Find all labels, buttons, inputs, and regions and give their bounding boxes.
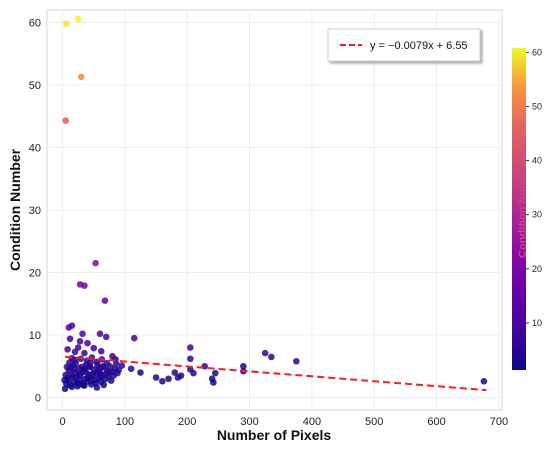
data-point <box>84 339 91 347</box>
y-tick-label: 40 <box>29 143 41 155</box>
data-point <box>81 382 88 389</box>
data-point <box>261 349 269 357</box>
x-axis-label: Number of Pixels <box>217 427 332 443</box>
x-axis-ticks: 0 100 200 300 400 500 600 700 <box>60 416 509 428</box>
legend-entry: y = −0.0079x + 6.55 <box>370 40 468 52</box>
colorbar: 10 20 30 40 50 60 Condition Number <box>512 47 542 370</box>
data-point <box>96 330 104 338</box>
data-point <box>293 357 300 365</box>
y-tick-label: 20 <box>29 268 41 280</box>
data-point <box>268 353 275 361</box>
data-point <box>97 372 104 380</box>
grid <box>47 10 502 410</box>
y-tick-label: 60 <box>29 18 41 30</box>
x-tick-label: 700 <box>490 416 508 428</box>
y-tick-label: 50 <box>29 80 41 92</box>
data-point <box>137 369 144 376</box>
data-point <box>210 379 217 386</box>
data-point <box>75 370 83 378</box>
data-point <box>93 384 101 391</box>
x-tick-label: 400 <box>303 416 321 428</box>
data-point <box>74 380 82 388</box>
colorbar-label: Condition Number <box>517 161 529 258</box>
data-point <box>69 373 77 381</box>
data-point <box>87 377 94 384</box>
data-point <box>480 377 488 385</box>
colorbar-tick-label: 40 <box>532 156 542 166</box>
data-point <box>100 381 108 389</box>
data-point <box>74 344 82 351</box>
y-tick-label: 0 <box>35 393 41 405</box>
colorbar-tick-label: 30 <box>532 210 542 220</box>
x-tick-label: 0 <box>60 416 66 428</box>
data-point <box>79 330 86 338</box>
data-point <box>66 359 73 366</box>
data-point <box>101 297 109 304</box>
data-point <box>81 349 88 357</box>
data-point <box>66 335 74 343</box>
trendline <box>64 355 487 392</box>
data-point <box>64 346 71 353</box>
y-axis-label: Condition Number <box>7 148 23 271</box>
colorbar-tick-label: 50 <box>532 101 542 111</box>
data-point <box>115 366 122 374</box>
data-point <box>68 322 76 329</box>
data-point <box>112 360 120 368</box>
y-tick-label: 30 <box>29 205 41 217</box>
data-point <box>76 337 84 345</box>
data-point <box>63 20 70 28</box>
data-point <box>68 383 76 391</box>
y-axis-ticks: 0 10 20 30 40 50 60 <box>29 18 41 405</box>
data-point <box>103 359 111 367</box>
x-tick-label: 300 <box>240 416 258 428</box>
colorbar-tick-label: 10 <box>532 318 542 328</box>
data-point <box>62 117 69 124</box>
data-points <box>61 15 488 393</box>
x-tick-label: 600 <box>427 416 445 428</box>
data-point <box>105 368 113 376</box>
data-point <box>70 365 78 373</box>
data-point <box>61 385 69 393</box>
x-tick-label: 200 <box>178 416 196 428</box>
colorbar-ticks: 10 20 30 40 50 60 <box>526 47 542 328</box>
data-point <box>130 334 138 342</box>
colorbar-tick-label: 20 <box>532 264 542 274</box>
data-point <box>190 369 197 377</box>
data-point <box>187 344 194 351</box>
data-point <box>61 376 68 384</box>
data-point <box>90 344 98 352</box>
trendline-path <box>64 355 487 392</box>
data-point <box>165 375 172 383</box>
data-point <box>174 374 182 381</box>
data-point <box>81 365 89 373</box>
y-tick-label: 10 <box>29 330 41 342</box>
x-tick-label: 500 <box>365 416 383 428</box>
data-point <box>107 377 115 384</box>
data-point <box>187 355 194 363</box>
data-point <box>240 362 247 370</box>
data-point <box>102 333 110 341</box>
legend: y = −0.0079x + 6.55 <box>327 28 481 62</box>
data-point <box>152 374 160 381</box>
colorbar-tick-label: 60 <box>532 47 542 57</box>
x-tick-label: 100 <box>116 416 134 428</box>
data-point <box>81 282 88 289</box>
colorbar-gradient <box>512 48 526 370</box>
data-point <box>211 369 219 377</box>
data-point <box>86 372 94 379</box>
data-point <box>77 73 85 81</box>
data-point <box>62 371 69 379</box>
data-point <box>74 15 82 23</box>
data-point <box>159 377 166 385</box>
data-point <box>97 347 105 355</box>
data-point <box>95 364 103 372</box>
data-point <box>92 259 99 267</box>
data-point <box>171 369 179 376</box>
data-point <box>127 365 135 373</box>
